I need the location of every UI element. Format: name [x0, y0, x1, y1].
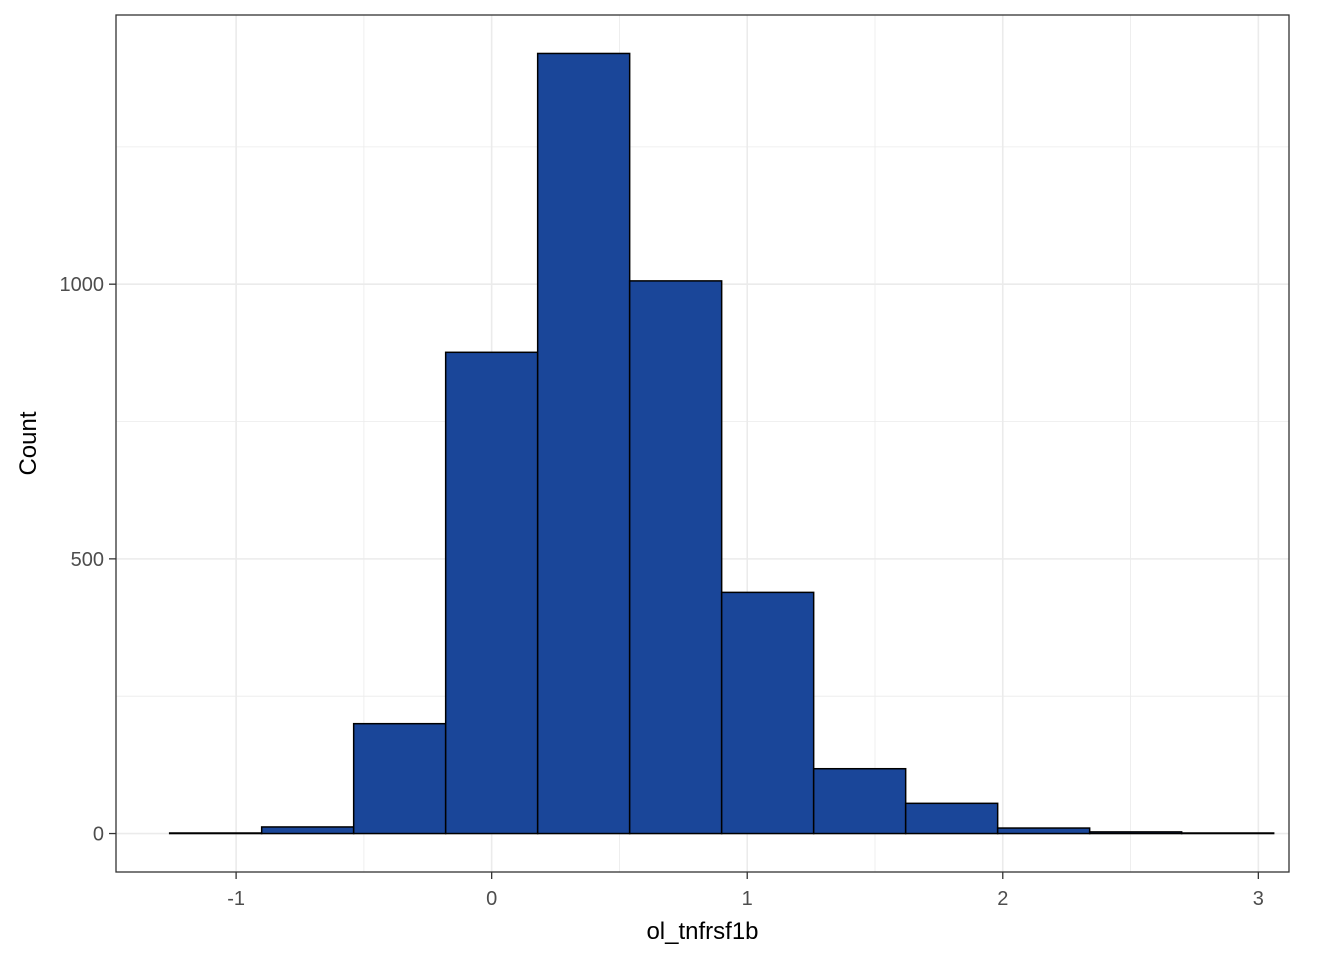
x-axis-ticks: -1 0 1 2 3 [227, 872, 1264, 910]
histogram-bar [996, 827, 1091, 835]
y-tick-label: 500 [71, 549, 104, 571]
histogram-bars [168, 52, 1275, 835]
histogram-bar [168, 832, 263, 835]
x-tick-label: 0 [486, 888, 497, 910]
histogram-bar [628, 280, 723, 835]
y-axis-title: Count [15, 411, 42, 475]
histogram-bar [904, 802, 999, 835]
panel-border [115, 14, 1290, 873]
histogram-bar [1180, 832, 1275, 835]
histogram-bar [720, 591, 815, 835]
y-tick-label: 1000 [60, 274, 105, 296]
x-tick-label: 1 [742, 888, 753, 910]
y-tick-label: 0 [93, 824, 104, 846]
histogram-bar [260, 826, 355, 835]
histogram-bar [352, 722, 447, 835]
y-axis-ticks: 0 500 1000 [60, 274, 116, 846]
histogram-bar [1088, 831, 1183, 835]
histogram-bar [536, 52, 631, 835]
histogram-bar [812, 767, 907, 835]
x-tick-label: -1 [227, 888, 245, 910]
histogram-bar [444, 351, 539, 835]
x-tick-label: 2 [997, 888, 1008, 910]
x-tick-label: 3 [1253, 888, 1264, 910]
x-axis-title: ol_tnfrsf1b [646, 918, 758, 945]
